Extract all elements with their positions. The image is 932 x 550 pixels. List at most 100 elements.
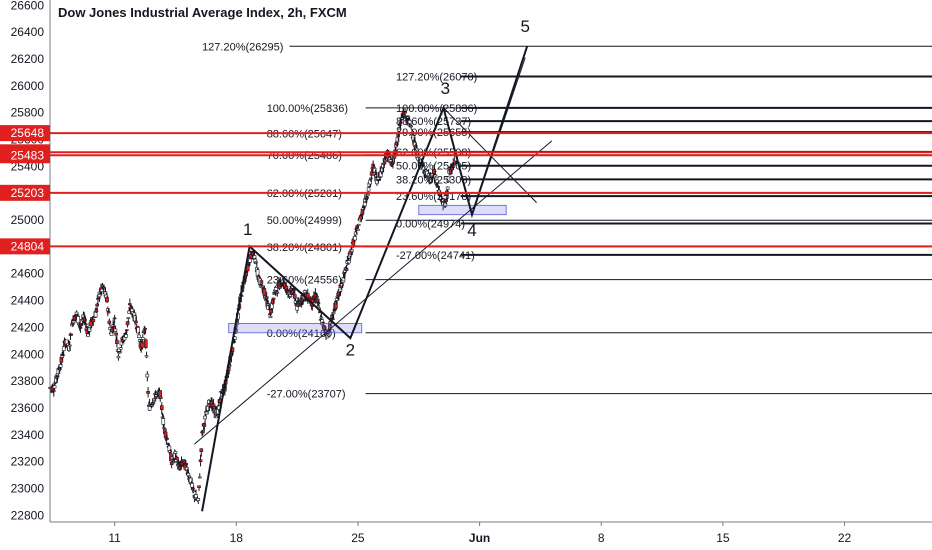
candle-body [373,171,378,174]
y-tick-label: 26600 [11,0,45,12]
candle-body [201,430,205,434]
candle-body [353,235,357,241]
candle-body [107,320,112,324]
candle-body [99,288,104,292]
y-tick-label: 23400 [11,428,45,442]
y-tick-label: 24400 [11,294,45,308]
fib-ext-label: 0.00%(24974) [396,219,465,231]
candle-body [267,304,271,307]
fib-ext-label: 88.60%(25737) [396,116,471,128]
candle-body [341,277,346,282]
candlestick-series [48,108,458,505]
candle-body [142,329,147,334]
candle-body [292,289,296,291]
candle-body [406,116,410,119]
price-tag-bg [0,184,50,201]
candle-body [165,438,169,440]
fib-ext-label: 50.00%(25405) [396,161,471,173]
fib-ext-label: 100.00%(25836) [396,103,477,115]
candle-body [198,459,203,462]
candle-body [166,442,170,445]
candle-body [178,466,182,470]
candle-body [173,451,178,454]
trend-line [471,57,526,215]
candle-body [331,312,336,315]
candle-body [190,482,194,488]
price-tag-label: 25203 [11,186,45,200]
y-tick-label: 24000 [11,347,45,361]
candle-body [91,319,96,323]
candle-body [143,328,147,330]
candle-body [334,301,338,309]
candle-body [128,303,132,306]
candle-body [102,286,106,289]
candle-body [140,337,145,340]
candle-body [366,194,370,197]
fib-level-label: 50.00%(24999) [267,215,342,227]
y-axis: 22800 23000 23200 23400 23600 23800 24000 24200… [11,0,51,522]
fib-level-label: 62.00%(25201) [267,188,342,200]
candle-body [61,354,65,357]
x-tick-label: 25 [351,531,365,545]
candle-body [74,311,79,315]
candle-body [435,179,439,183]
candle-body [144,339,148,348]
candle-body [363,201,368,203]
candle-body [347,260,351,264]
candle-body [52,390,56,392]
candle-body [369,177,373,180]
candle-body [137,334,141,338]
candle-body [271,297,276,300]
candle-body [58,368,62,370]
candle-body [270,299,275,304]
candle-body [262,288,267,296]
trend-line [194,140,553,445]
fib-level-label: 38.20%(24801) [267,242,342,254]
y-tick-label: 23000 [11,481,45,495]
x-tick-label: 8 [598,531,605,545]
candle-body [254,261,258,264]
fib-level-label: 23.60%(24556) [267,275,342,287]
candle-body [380,167,385,173]
candle-body [145,373,150,378]
candle-body [407,120,412,124]
fibonacci-levels: 127.20%(26295) 100.00%(25836) 88.60%(25647… [202,41,932,401]
price-tag-bg [0,147,50,164]
candle-body [315,295,319,298]
candle-body [409,125,413,128]
candle-body [284,285,289,290]
candle-body [83,318,87,322]
candle-body [58,364,63,368]
candle-body [252,255,257,259]
x-tick-label: 18 [230,531,244,545]
y-tick-label: 25800 [11,106,45,120]
candle-body [377,179,382,181]
candle-body [446,176,451,183]
candle-body [118,347,123,350]
candle-body [397,127,401,132]
candle-body [391,161,395,164]
candle-body [161,418,166,425]
fib-level-label: 100.00%(25836) [267,103,348,115]
candle-body [293,294,297,299]
x-tick-label: 11 [108,531,121,545]
candle-body [125,321,130,326]
candle-body [197,476,202,479]
candle-body [275,291,280,294]
candle-body [136,327,140,334]
candle-body [93,311,98,318]
candle-body [61,346,66,352]
elliott-wave-path [201,45,529,512]
candle-body [274,290,279,292]
price-tag-label: 24804 [11,239,45,253]
range-box [228,322,363,334]
candle-body [151,402,156,404]
candle-body [286,292,291,295]
candle-body [356,224,361,226]
y-tick-label: 26400 [11,25,45,39]
candle-body [319,316,324,319]
price-tag-label: 25483 [11,148,45,162]
chart-title: Dow Jones Industrial Average Index, 2h, … [58,5,347,20]
candle-body [372,168,377,175]
candle-body [184,463,188,466]
